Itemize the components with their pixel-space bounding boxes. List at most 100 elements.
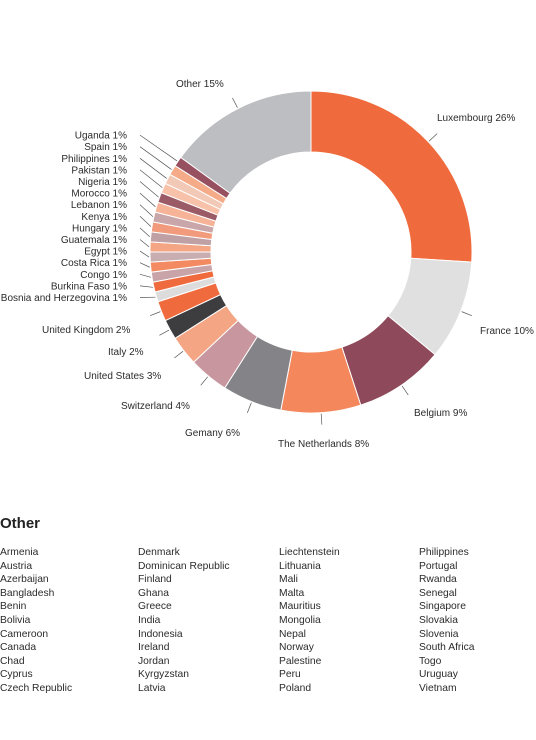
leader-uganda — [139, 134, 178, 162]
other-country-item: Togo — [419, 655, 442, 667]
leader-italy — [159, 329, 170, 336]
other-country-item: Malta — [279, 587, 305, 599]
label-guatemala: Guatemala 1% — [61, 235, 127, 246]
other-country-item: Mali — [279, 574, 298, 586]
label-switzerland: Switzerland 4% — [121, 401, 190, 412]
slice-luxembourg — [310, 90, 473, 263]
other-country-item: Cameroon — [0, 628, 49, 640]
leader-lebanon — [139, 204, 154, 217]
label-france: France 10% — [480, 326, 534, 337]
slice-other — [180, 90, 312, 194]
label-burkina-faso: Burkina Faso 1% — [51, 281, 127, 292]
other-country-item: India — [138, 614, 161, 626]
label-other: Other 15% — [176, 79, 224, 90]
leader-pakistan — [139, 169, 163, 188]
label-spain: Spain 1% — [84, 142, 127, 153]
other-country-item: Canada — [0, 642, 37, 654]
other-country-item: Cyprus — [0, 669, 33, 681]
other-country-item: Austria — [0, 560, 33, 572]
other-list-column-3: Liechtenstein Lithuania Mali Malta Mauritius… — [279, 546, 340, 696]
leader-united-kingdom — [150, 311, 161, 317]
leader-spain — [139, 146, 172, 170]
label-italy: Italy 2% — [108, 347, 144, 358]
other-country-item: Palestine — [279, 655, 322, 667]
other-country-item: Peru — [279, 669, 301, 681]
label-the-netherlands: The Netherlands 8% — [278, 439, 369, 450]
leader-congo — [139, 273, 152, 278]
other-heading: Other — [0, 515, 41, 532]
other-country-item: Poland — [279, 682, 312, 694]
other-country-item: Slovakia — [419, 614, 458, 626]
other-country-item: Latvia — [138, 682, 166, 694]
other-country-item: Singapore — [419, 601, 466, 613]
other-country-item: Ghana — [138, 587, 169, 599]
label-congo: Congo 1% — [80, 270, 127, 281]
leader-philippines — [139, 158, 167, 179]
label-nigeria: Nigeria 1% — [78, 177, 127, 188]
donut-chart: Luxembourg 26% France 10% Belgium 9% The Ne… — [1, 79, 534, 450]
leader-nigeria — [139, 181, 159, 198]
label-morocco: Morocco 1% — [71, 189, 127, 200]
other-country-item: Nepal — [279, 628, 306, 640]
other-country-item: Portugal — [419, 560, 458, 572]
other-country-item: Dominican Republic — [138, 560, 230, 572]
slice-labels: Luxembourg 26% France 10% Belgium 9% The Ne… — [1, 79, 534, 450]
other-country-item: Benin — [0, 601, 27, 613]
leader-switzerland — [200, 376, 209, 386]
other-country-item: Chad — [0, 655, 25, 667]
leader-hungary — [139, 227, 150, 238]
leader-burkina-faso — [139, 285, 153, 288]
leader-united-states — [174, 351, 184, 359]
other-country-item: Jordan — [138, 655, 170, 667]
other-country-item: Bolivia — [0, 614, 31, 626]
leader-lines — [139, 97, 472, 425]
other-country-item: Norway — [279, 642, 314, 654]
other-country-item: Rwanda — [419, 574, 457, 586]
other-country-item: Mongolia — [279, 614, 321, 626]
other-country-item: Vietnam — [419, 682, 457, 694]
other-country-item: Senegal — [419, 587, 457, 599]
other-country-item: Bangladesh — [0, 587, 55, 599]
other-country-item: Denmark — [138, 547, 180, 558]
other-country-item: Indonesia — [138, 628, 183, 640]
other-country-item: Czech Republic — [0, 682, 73, 694]
leader-egypt — [139, 250, 150, 258]
donut-slices — [149, 90, 473, 414]
leader-the-netherlands — [320, 413, 323, 425]
other-list-column-1: Armenia Austria Azerbaijan Bangladesh Benin B… — [0, 546, 72, 696]
other-country-item: Philippines — [419, 547, 469, 558]
label-bosnia-and-herzegovina: Bosnia and Herzegovina 1% — [1, 293, 127, 304]
leader-other — [232, 97, 238, 108]
label-belgium: Belgium 9% — [414, 408, 467, 419]
leader-gemany — [246, 402, 252, 413]
leader-belgium — [401, 385, 409, 396]
other-list-column-2: Denmark Dominican Republic Finland Ghana Gre… — [138, 546, 230, 696]
label-gemany: Gemany 6% — [185, 428, 240, 439]
other-country-item: Lithuania — [279, 560, 321, 572]
label-hungary: Hungary 1% — [72, 223, 127, 234]
label-lebanon: Lebanon 1% — [71, 200, 127, 211]
other-country-item: Greece — [138, 601, 172, 613]
label-luxembourg: Luxembourg 26% — [437, 113, 515, 124]
other-country-item: Finland — [138, 574, 172, 586]
other-country-item: Armenia — [0, 547, 39, 558]
other-country-item: South Africa — [419, 642, 475, 654]
label-united-kingdom: United Kingdom 2% — [42, 325, 130, 336]
other-country-item: Ireland — [138, 642, 170, 654]
leader-morocco — [139, 192, 156, 208]
leader-costa-rica — [139, 262, 150, 268]
other-country-item: Slovenia — [419, 628, 459, 640]
leader-france — [461, 311, 472, 317]
other-country-item: Azerbaijan — [0, 574, 49, 586]
other-list-column-4: Philippines Portugal Rwanda Senegal Singapor… — [419, 546, 475, 696]
leader-luxembourg — [428, 133, 438, 142]
label-egypt: Egypt 1% — [84, 247, 127, 258]
label-kenya: Kenya 1% — [81, 212, 127, 223]
leader-guatemala — [139, 239, 150, 248]
other-country-item: Kyrgyzstan — [138, 669, 189, 681]
leader-kenya — [139, 216, 152, 227]
label-pakistan: Pakistan 1% — [71, 165, 127, 176]
label-costa-rica: Costa Rica 1% — [61, 258, 127, 269]
label-uganda: Uganda 1% — [75, 131, 127, 142]
other-country-item: Liechtenstein — [279, 547, 340, 558]
